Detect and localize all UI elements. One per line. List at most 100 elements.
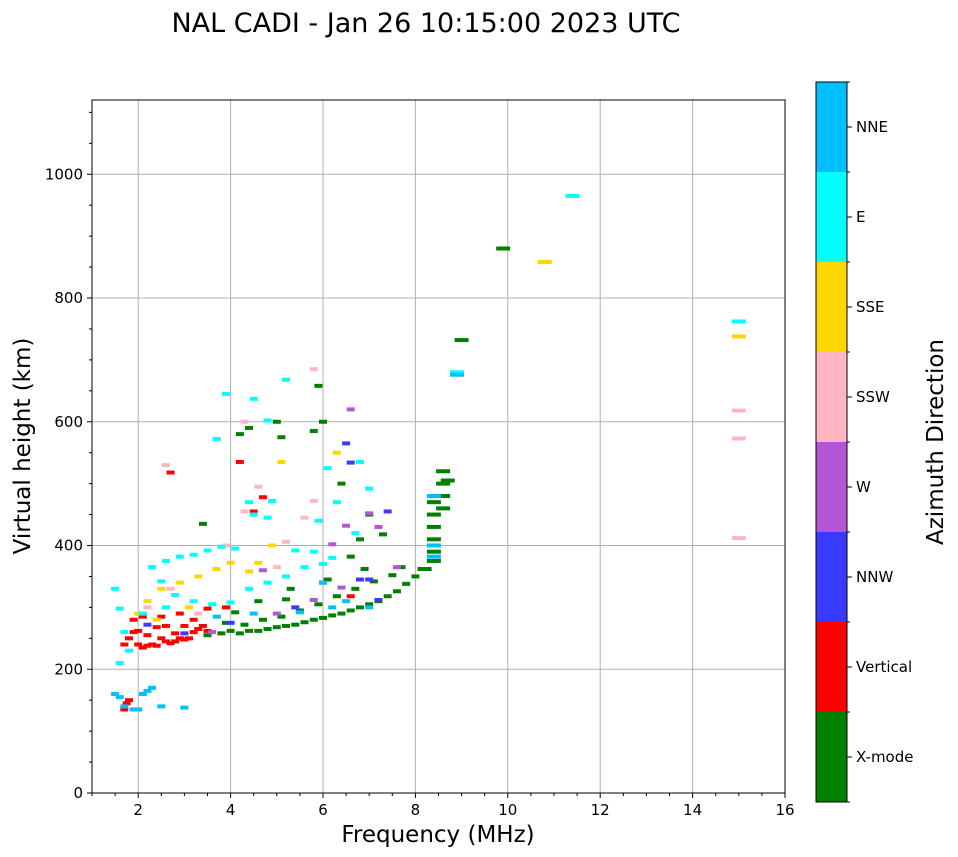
data-point-nnw [374,597,383,602]
colorbar-tick-label: X-mode [856,748,913,766]
colorbar-segment-vertical [816,622,847,712]
data-point-x-mode [217,631,226,636]
data-point-e [120,630,129,635]
data-point-x-mode [355,537,364,542]
data-point-nne [148,685,157,690]
data-point-x-mode [282,597,291,602]
colorbar-segment-sse [816,262,847,352]
data-point-vertical [258,495,267,500]
data-point-e [161,605,170,610]
y-tick-label: 0 [73,784,83,802]
data-point-w [337,585,346,590]
data-point-nnw [143,622,152,627]
data-point-vertical [124,698,133,703]
data-point-x-mode [388,573,397,578]
data-point-x-mode [309,617,318,622]
data-point-x-mode [245,628,254,633]
plot-area-frame [91,99,786,794]
data-point-nne [115,695,124,700]
data-point-x-mode [282,623,291,628]
colorbar-segment-nnw [816,532,847,622]
data-point-x-mode [235,432,244,437]
data-point-nne [212,614,221,619]
data-point-sse [245,569,254,574]
data-point-e [249,512,258,517]
y-tick-label: 200 [54,660,83,678]
data-point-vertical [152,625,161,630]
data-point-nne [249,611,258,616]
data-point-x-mode [440,478,455,483]
x-tick-label: 16 [775,801,794,819]
data-point-e [300,565,309,570]
data-point-w [346,407,355,412]
data-point-x-mode [360,567,369,572]
data-point-e [115,606,124,611]
data-point-e [268,498,277,503]
data-point-x-mode [426,558,441,563]
colorbar-tick-label: SSE [856,298,885,316]
data-point-e [309,549,318,554]
data-point-x-mode [235,631,244,636]
data-point-sse [254,560,263,565]
data-point-e [171,593,180,597]
data-point-x-mode [417,567,432,572]
data-point-ssw [143,605,152,610]
data-point-x-mode [337,611,346,616]
data-point-x-mode [314,383,323,388]
data-point-sse [175,580,184,585]
x-tick-label: 8 [411,801,421,819]
data-point-sse [268,543,277,548]
data-point-vertical [249,509,258,514]
data-point-vertical [203,628,212,633]
data-point-e [245,500,254,505]
data-point-x-mode [254,628,263,633]
data-point-e [189,599,198,604]
x-tick-label: 14 [683,801,702,819]
data-point-e [124,648,133,653]
x-tick-label: 6 [318,801,328,819]
data-point-x-mode [332,594,341,599]
data-point-e [263,580,272,585]
data-point-nne [180,705,189,710]
data-point-e [231,546,240,551]
data-point-ssw [272,565,281,570]
data-point-x-mode [309,429,318,434]
data-point-e [291,548,300,553]
data-point-x-mode [496,246,511,251]
data-point-nne [426,554,441,559]
data-point-ssw [731,408,746,413]
data-point-x-mode [383,594,392,599]
data-point-vertical [175,636,184,641]
data-point-e [203,548,212,553]
data-point-e [731,319,746,324]
colorbar: X-mode Vertical NNW W SSW SSE E NNE [816,81,913,803]
data-point-x-mode [323,577,332,582]
data-point-ssw [731,536,746,541]
data-point-w [309,597,318,602]
data-point-e [323,466,332,471]
y-tick-label: 600 [54,413,83,431]
data-point-e [175,554,184,559]
data-point-e [249,396,258,401]
data-point-x-mode [426,512,441,517]
x-axis-label: Frequency (MHz) [341,822,534,848]
colorbar-frame [815,81,848,803]
data-point-ssw [221,543,230,548]
chart-title: NAL CADI - Jan 26 10:15:00 2023 UTC [171,8,680,39]
data-point-vertical [161,623,170,628]
data-point-sse [537,260,552,265]
data-point-x-mode [369,579,378,584]
data-point-x-mode [379,532,388,537]
y-tick-label: 1000 [45,165,83,183]
data-point-x-mode [245,425,254,430]
data-point-e [332,500,341,505]
data-point-x-mode [263,627,272,632]
data-point-ssw [166,586,175,591]
data-point-e [328,555,337,560]
data-point-nne [120,704,129,709]
data-point-w [392,565,401,570]
data-point-ssw [240,419,249,424]
data-point-ssw [309,498,318,503]
y-axis-label: Virtual height (km) [10,338,36,555]
